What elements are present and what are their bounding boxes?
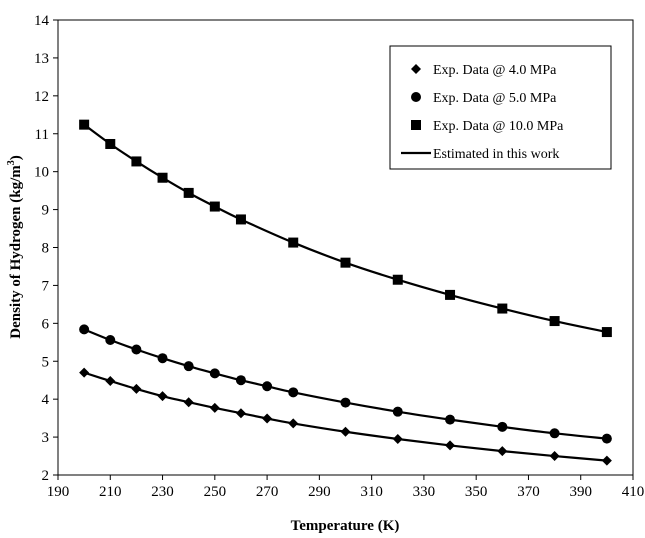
data-point-circle: [601, 433, 612, 444]
data-point-square: [340, 257, 351, 268]
data-point-diamond: [157, 391, 168, 402]
legend-items: Exp. Data @ 4.0 MPa Exp. Data @ 5.0 MPa Ex…: [401, 63, 564, 162]
data-point-circle: [445, 414, 456, 425]
legend-symbol-diamond: [411, 64, 421, 74]
data-point-diamond: [105, 375, 116, 386]
data-point-square: [105, 138, 116, 149]
y-axis: 2 3 4 5 6 7 8 9 10 11 12 13 14: [34, 13, 58, 484]
legend-symbol-square: [411, 120, 421, 130]
data-point-diamond: [601, 455, 612, 466]
x-axis-title: Temperature (K): [291, 518, 400, 534]
x-tick-label: 370: [517, 484, 540, 500]
series-layer: [79, 119, 612, 466]
data-point-square: [549, 316, 560, 327]
data-point-circle: [235, 375, 246, 386]
y-tick-label: 10: [34, 165, 49, 181]
y-tick-label: 7: [42, 278, 50, 294]
data-point-circle: [209, 368, 220, 379]
legend-label: Exp. Data @ 10.0 MPa: [433, 119, 564, 134]
x-tick-label: 270: [256, 484, 279, 500]
y-tick-label: 13: [34, 51, 49, 67]
data-point-circle: [157, 353, 168, 364]
data-point-diamond: [183, 397, 194, 408]
data-point-square: [183, 187, 194, 198]
x-tick-label: 330: [413, 484, 436, 500]
data-point-diamond: [235, 408, 246, 419]
data-point-diamond: [131, 383, 142, 394]
data-point-circle: [497, 421, 508, 432]
x-tick-label: 230: [151, 484, 174, 500]
y-tick-label: 12: [34, 89, 49, 105]
data-point-square: [157, 172, 168, 183]
data-point-circle: [262, 381, 273, 392]
data-point-diamond: [392, 433, 403, 444]
data-point-circle: [131, 344, 142, 355]
y-tick-label: 4: [42, 392, 50, 408]
legend-box: [389, 45, 612, 170]
x-tick-label: 350: [465, 484, 488, 500]
x-tick-label: 290: [308, 484, 331, 500]
x-tick-label: 190: [47, 484, 70, 500]
y-tick-label: 11: [35, 127, 49, 143]
data-point-square: [288, 237, 299, 248]
legend: Exp. Data @ 4.0 MPa Exp. Data @ 5.0 MPa Ex…: [389, 45, 612, 170]
y-tick-label: 2: [42, 468, 50, 484]
x-tick-label: 390: [569, 484, 592, 500]
y-tick-label: 6: [42, 316, 50, 332]
data-point-square: [209, 201, 220, 212]
data-point-square: [392, 274, 403, 285]
data-point-square: [601, 327, 612, 338]
x-tick-label: 410: [622, 484, 645, 500]
y-tick-label: 3: [42, 430, 50, 446]
data-point-diamond: [79, 367, 90, 378]
legend-label: Exp. Data @ 4.0 MPa: [433, 63, 557, 78]
y-tick-label: 14: [34, 13, 50, 29]
y-axis-title: Density of Hydrogen (kg/m3): [6, 155, 24, 338]
legend-label: Exp. Data @ 5.0 MPa: [433, 91, 557, 106]
data-point-circle: [183, 361, 194, 372]
y-tick-label: 8: [42, 241, 50, 257]
data-point-square: [497, 303, 508, 314]
data-point-square: [79, 119, 90, 130]
data-point-circle: [105, 335, 116, 346]
data-point-diamond: [340, 426, 351, 437]
x-tick-label: 210: [99, 484, 122, 500]
data-point-diamond: [497, 446, 508, 457]
data-point-circle: [392, 406, 403, 417]
legend-label: Estimated in this work: [433, 147, 559, 162]
data-point-circle: [340, 397, 351, 408]
data-point-square: [235, 214, 246, 225]
x-tick-label: 250: [204, 484, 227, 500]
x-axis: 190 210 230 250 270 290 310 330 350 370 390 410: [47, 475, 645, 500]
data-point-square: [131, 156, 142, 167]
data-point-circle: [79, 324, 90, 335]
y-tick-label: 9: [42, 203, 50, 219]
data-point-diamond: [262, 413, 273, 424]
data-point-circle: [549, 428, 560, 439]
x-tick-label: 310: [360, 484, 383, 500]
data-point-diamond: [549, 451, 560, 462]
data-point-diamond: [445, 440, 456, 451]
data-point-circle: [288, 387, 299, 398]
data-point-square: [445, 289, 456, 300]
y-tick-label: 5: [42, 354, 50, 370]
data-point-diamond: [209, 402, 220, 413]
data-point-diamond: [288, 418, 299, 429]
legend-symbol-circle: [411, 92, 421, 102]
